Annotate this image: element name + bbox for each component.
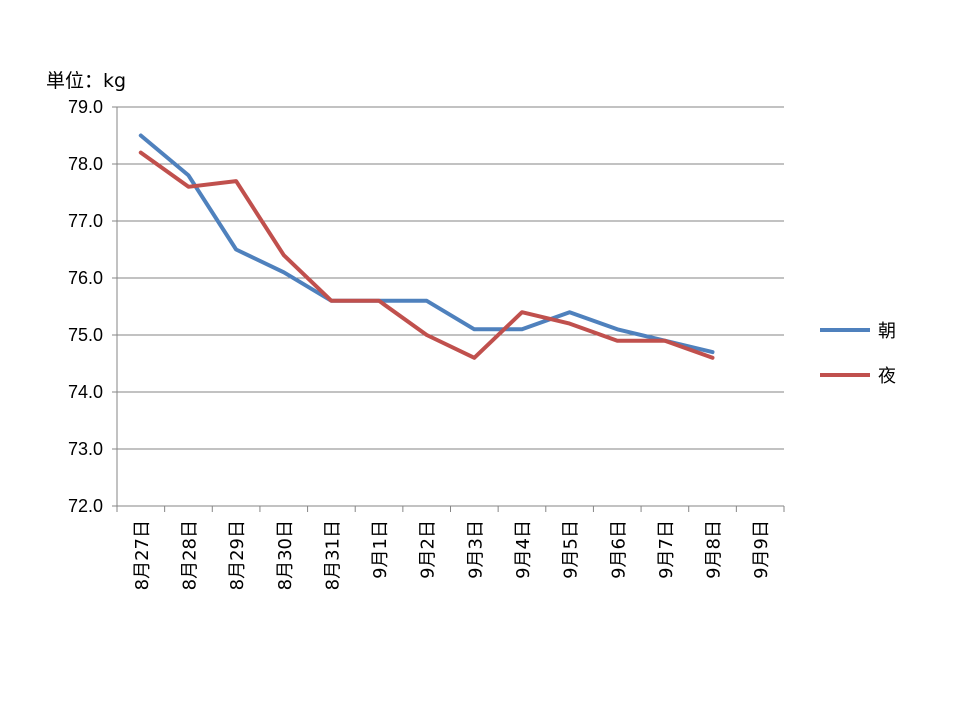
series-lines <box>138 133 715 360</box>
legend-label-1: 朝 <box>878 321 896 342</box>
axes <box>112 106 785 512</box>
x-tick-label: 9月6日 <box>608 520 629 579</box>
x-tick-label: 9月7日 <box>656 520 677 579</box>
series-line-1 <box>138 133 715 355</box>
x-tick-label: 9月9日 <box>751 520 772 579</box>
y-tick-label: 72.0 <box>68 496 103 516</box>
x-tick-label: 9月2日 <box>418 520 439 579</box>
legend-label-2: 夜 <box>878 366 896 387</box>
x-tick-label: 9月3日 <box>465 520 486 579</box>
x-tick-label: 9月1日 <box>370 520 391 579</box>
series-line-2 <box>138 150 715 360</box>
x-tick-label: 9月4日 <box>513 520 534 579</box>
y-tick-label: 77.0 <box>68 211 103 231</box>
x-tick-label: 8月31日 <box>322 520 343 590</box>
x-tick-label: 8月29日 <box>227 520 248 590</box>
x-tick-labels: 8月27日 8月28日 8月29日 8月30日 8月31日 9月1日 9月2日 9月3日 9月4… <box>132 520 772 590</box>
legend: 朝夜 <box>820 321 896 387</box>
x-tick-label: 9月8日 <box>704 520 725 579</box>
y-tick-label: 75.0 <box>68 325 103 345</box>
y-tick-label: 74.0 <box>68 382 103 402</box>
x-tick-label: 8月27日 <box>132 520 153 590</box>
x-tick-label: 9月5日 <box>561 520 582 579</box>
y-tick-label: 73.0 <box>68 439 103 459</box>
x-tick-label: 8月28日 <box>179 520 200 590</box>
y-tick-label: 76.0 <box>68 268 103 288</box>
y-tick-label: 78.0 <box>68 154 103 174</box>
gridlines <box>117 106 784 450</box>
x-tick-label: 8月30日 <box>275 520 296 590</box>
y-tick-labels: 72.0 73.0 74.0 75.0 76.0 77.0 78.0 79.0 <box>68 97 103 516</box>
y-tick-label: 79.0 <box>68 97 103 117</box>
unit-label: 単位：kg <box>46 70 127 92</box>
